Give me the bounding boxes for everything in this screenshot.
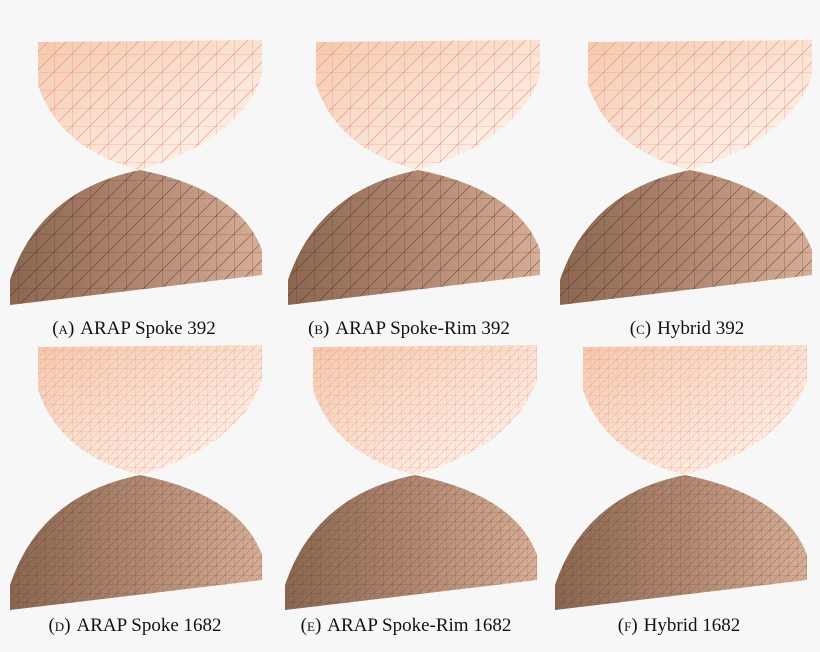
caption-label: (e) — [300, 615, 322, 636]
caption-text: Hybrid 1682 — [643, 615, 741, 636]
caption-text: ARAP Spoke 1682 — [76, 615, 222, 636]
caption-label: (c) — [629, 318, 652, 339]
caption-label: (f) — [617, 615, 638, 636]
mesh-b — [278, 30, 548, 310]
mesh-d — [0, 335, 270, 615]
caption-label: (b) — [308, 318, 330, 339]
mesh-f — [545, 335, 815, 615]
caption: (b) ARAP Spoke-Rim 392 — [269, 318, 549, 340]
caption-label: (a) — [52, 318, 75, 339]
caption-text: ARAP Spoke-Rim 1682 — [327, 615, 512, 636]
caption-text: ARAP Spoke-Rim 392 — [335, 318, 510, 339]
mesh-e — [275, 335, 545, 615]
caption: (c) Hybrid 392 — [547, 318, 820, 340]
caption: (f) Hybrid 1682 — [539, 615, 819, 637]
mesh-a — [0, 30, 270, 310]
caption-text: ARAP Spoke 392 — [80, 318, 216, 339]
caption: (e) ARAP Spoke-Rim 1682 — [266, 615, 546, 637]
mesh-c — [550, 30, 820, 310]
caption-label: (d) — [48, 615, 71, 636]
caption: (a) ARAP Spoke 392 — [0, 318, 274, 340]
caption-text: Hybrid 392 — [657, 318, 745, 339]
caption: (d) ARAP Spoke 1682 — [0, 615, 275, 637]
